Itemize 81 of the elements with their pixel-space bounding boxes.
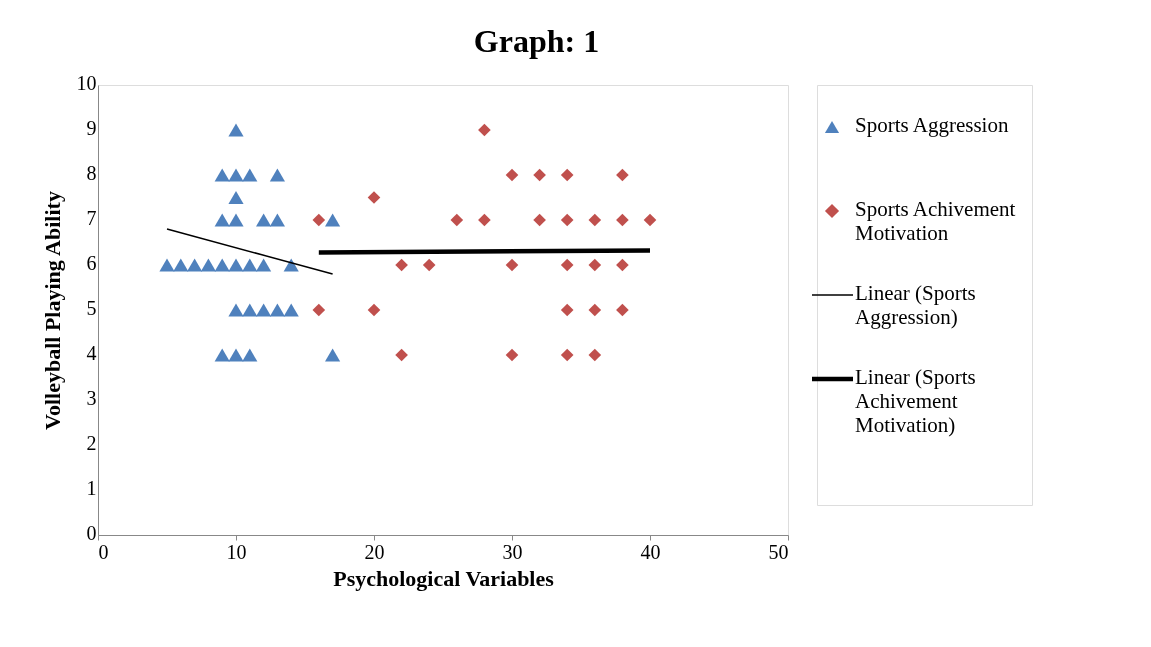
point [242, 303, 258, 317]
y-tick-label: 1 [86, 476, 97, 499]
point [395, 348, 408, 362]
point [616, 258, 629, 272]
x-tick-label: 30 [502, 540, 523, 563]
point [588, 348, 602, 362]
legend-label: Sports Achivement Motivation [855, 197, 1016, 245]
point [312, 303, 326, 317]
point [478, 213, 491, 227]
point [325, 213, 341, 227]
y-tick-label: 8 [86, 161, 97, 184]
point [533, 213, 546, 227]
point [312, 213, 326, 227]
point [269, 213, 285, 227]
point [560, 168, 574, 182]
point [256, 213, 272, 227]
point [228, 348, 244, 362]
point [588, 303, 602, 317]
point [325, 348, 341, 362]
point [228, 258, 244, 272]
point [242, 348, 258, 362]
point [228, 168, 244, 182]
point [560, 213, 574, 227]
point [505, 168, 519, 182]
y-tick-label: 9 [86, 116, 97, 139]
x-tick-label: 20 [364, 540, 385, 563]
y-axis-title: Volleyball Playing Ability [39, 191, 65, 430]
point [214, 258, 230, 272]
x-tick-label: 10 [226, 540, 247, 563]
point [269, 168, 285, 182]
chart-title: Graph: 1 [473, 22, 600, 59]
point [505, 258, 519, 272]
y-tick-label: 2 [86, 431, 97, 454]
point [228, 190, 244, 205]
y-tick-label: 0 [86, 521, 97, 544]
point [367, 191, 381, 204]
point [560, 303, 574, 317]
point [395, 258, 408, 272]
x-tick-label: 50 [768, 540, 789, 563]
y-tick-label: 10 [76, 71, 97, 94]
y-tick-label: 7 [86, 206, 97, 229]
point [228, 213, 244, 227]
point [616, 168, 629, 182]
point [200, 258, 216, 272]
point [242, 168, 258, 182]
point [560, 348, 574, 362]
point [159, 258, 175, 272]
point [422, 258, 436, 272]
point [505, 348, 519, 362]
point [283, 258, 299, 272]
point [616, 303, 629, 317]
point [187, 258, 203, 272]
point [643, 213, 657, 227]
x-axis-title: Psychological Variables [333, 565, 555, 591]
point [214, 213, 230, 227]
point [283, 303, 299, 317]
x-tick-label: 40 [640, 540, 661, 563]
y-tick-label: 5 [86, 296, 97, 319]
point [228, 123, 244, 137]
y-tick-label: 6 [86, 251, 97, 274]
point [214, 348, 230, 362]
legend-label: Linear (Sports Achivement Motivation) [855, 365, 976, 437]
y-tick-label: 4 [86, 341, 97, 364]
legend-label: Sports Aggression [855, 113, 1009, 137]
point [367, 303, 381, 317]
point [560, 258, 574, 272]
point [616, 213, 629, 227]
point [478, 123, 491, 137]
y-tick-label: 3 [86, 386, 97, 409]
point [588, 213, 602, 227]
point [256, 303, 272, 317]
point [173, 258, 189, 272]
point [269, 303, 285, 317]
point [588, 258, 602, 272]
point [533, 168, 546, 182]
point [256, 258, 272, 272]
point [228, 303, 244, 317]
point [450, 213, 464, 227]
legend-label: Linear (Sports Aggression) [855, 281, 976, 329]
point [242, 258, 258, 272]
point [214, 168, 230, 182]
